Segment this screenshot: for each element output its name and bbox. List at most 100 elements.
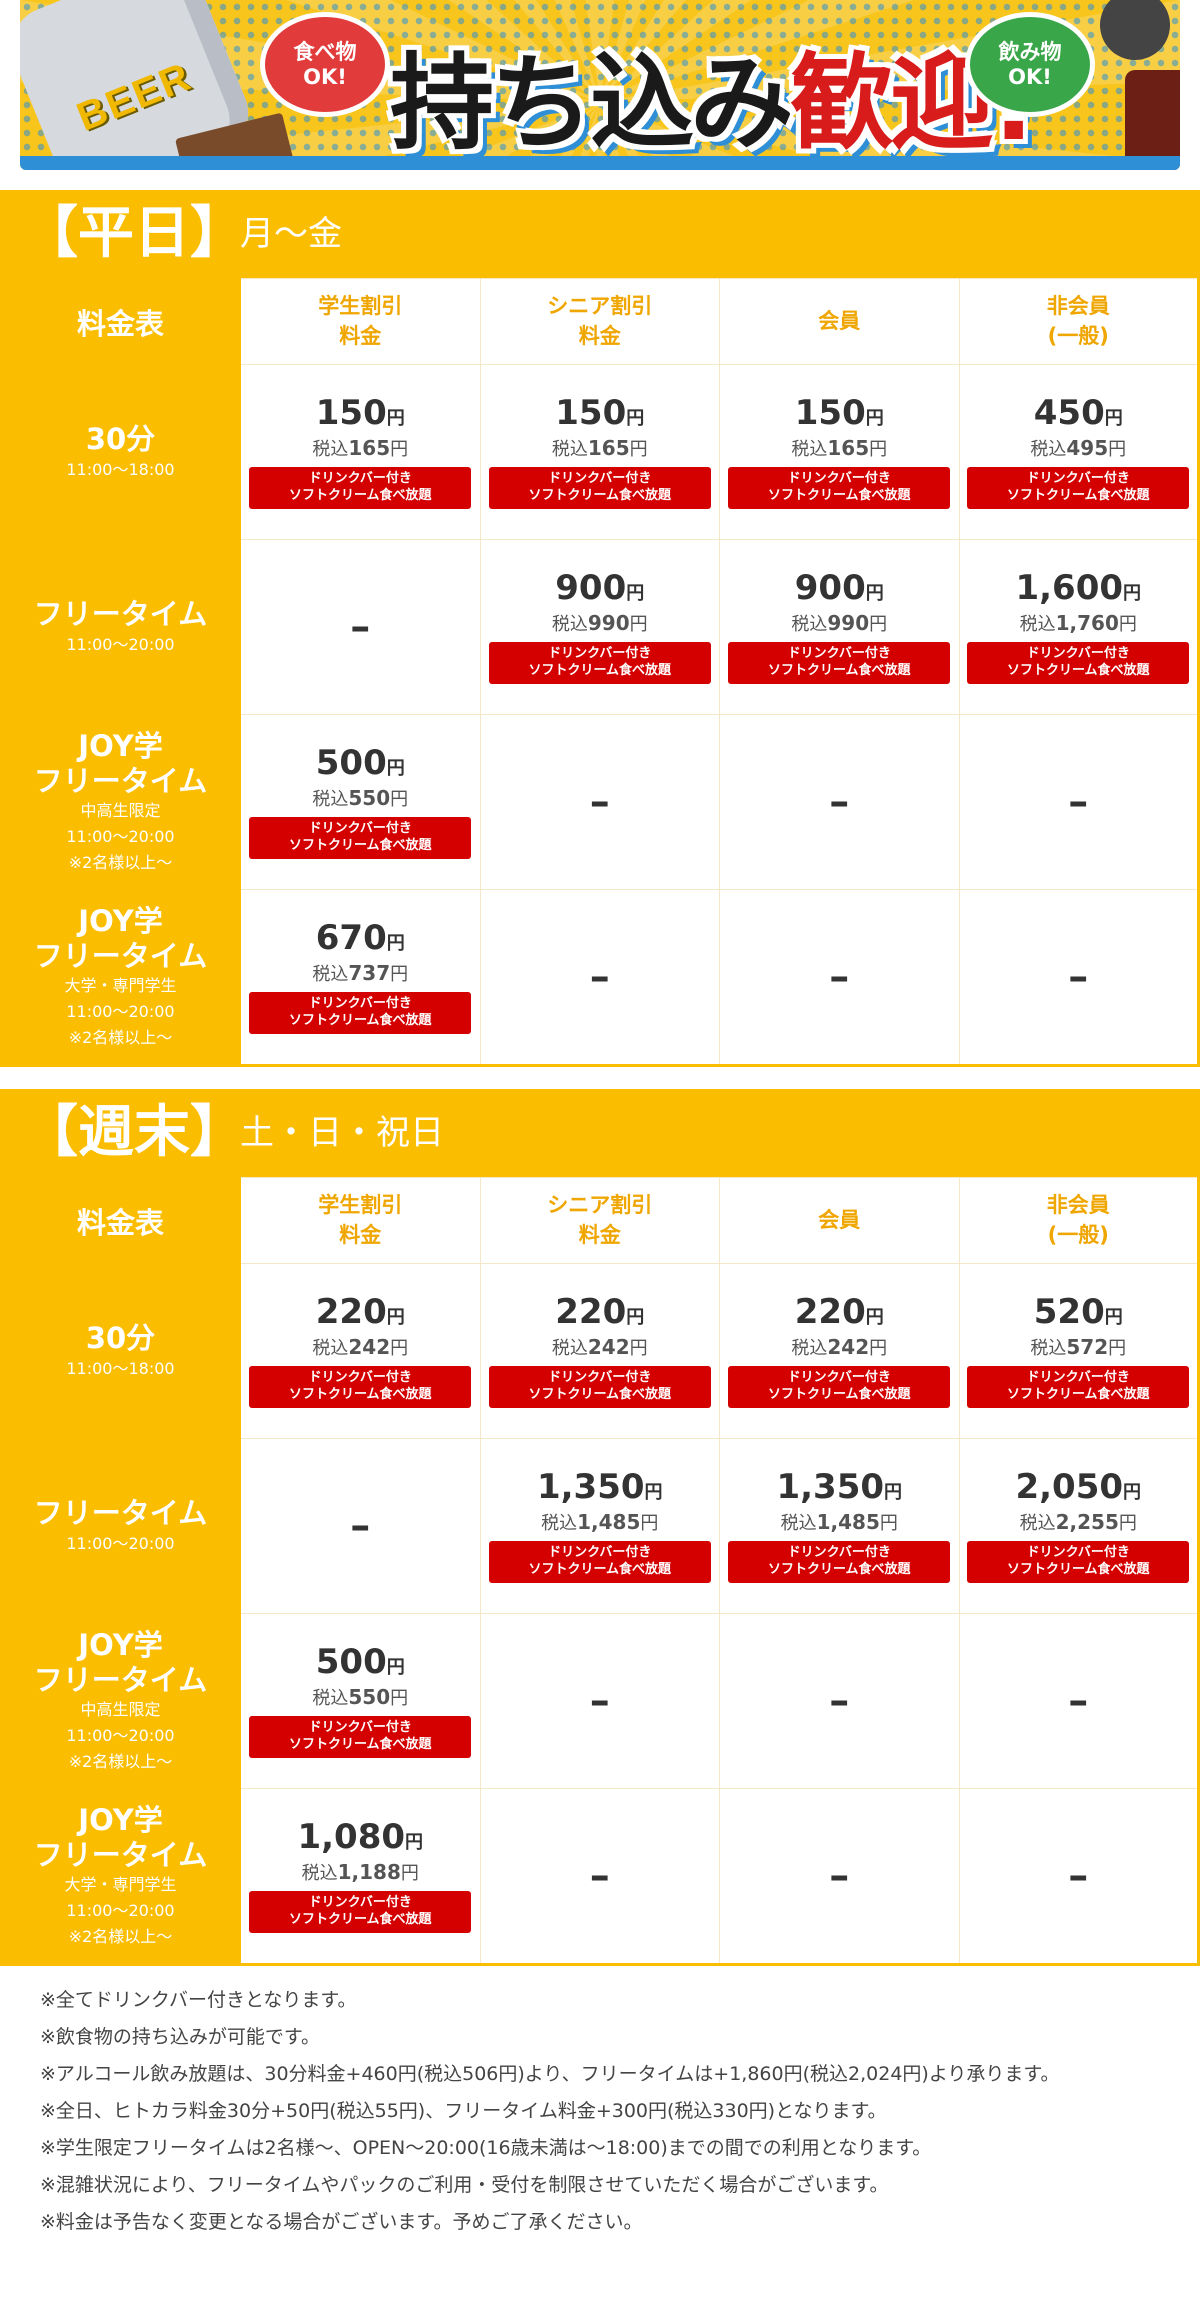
- table-row: フリータイム 11:00〜20:00–1,350円 税込1,485円 ドリンクバー付き…: [0, 1438, 1199, 1614]
- price-cell: –: [479, 889, 720, 1066]
- row-label-note: 大学・専門学生 11:00〜20:00 ※2名様以上〜: [64, 976, 177, 1047]
- tax-prefix: 税込: [551, 438, 588, 460]
- row-label-note: 11:00〜18:00: [66, 1358, 175, 1378]
- price-amount: 150円: [481, 395, 720, 432]
- price-cell: –: [719, 1788, 960, 1965]
- tax-prefix: 税込: [301, 1862, 338, 1884]
- price-tax-included: 税込1,188円: [241, 1859, 480, 1885]
- drinkbar-badge: ドリンクバー付き ソフトクリーム食べ放題: [967, 641, 1190, 684]
- tax-prefix: 税込: [312, 963, 349, 985]
- column-header-label: シニア割引 料金: [547, 294, 653, 348]
- drinkbar-badge: ドリンクバー付き ソフトクリーム食べ放題: [967, 1365, 1190, 1408]
- price-cell: –: [240, 1438, 481, 1614]
- price-amount: 450円: [960, 395, 1198, 432]
- drinkbar-badge: ドリンクバー付き ソフトクリーム食べ放題: [967, 1540, 1190, 1583]
- column-header: 非会員 (一般): [958, 278, 1199, 365]
- table-row: 30分 11:00〜18:00 150円 税込165円 ドリンクバー付き ソフトクリーム…: [0, 364, 1199, 540]
- tax-value: 550: [348, 785, 391, 810]
- price-tax-included: 税込1,485円: [481, 1509, 720, 1535]
- price-cell: –: [479, 1788, 720, 1965]
- price-value: 220: [555, 1292, 627, 1333]
- price-value: 220: [794, 1292, 866, 1333]
- tax-prefix: 税込: [780, 1512, 817, 1534]
- note-item: ※学生限定フリータイムは2名様〜、OPEN〜20:00(16歳未満は〜18:00…: [40, 2137, 932, 2159]
- column-header: シニア割引 料金: [479, 1177, 720, 1264]
- note-item: ※料金は予告なく変更となる場合がございます。予めご了承ください。: [40, 2211, 643, 2233]
- tax-value: 550: [348, 1684, 391, 1709]
- row-label: 30分 11:00〜18:00: [0, 364, 241, 540]
- tax-value: 242: [827, 1334, 870, 1359]
- price-value: 900: [555, 568, 627, 609]
- tax-prefix: 税込: [551, 1337, 588, 1359]
- yen-unit: 円: [865, 408, 884, 430]
- price-value: 150: [315, 393, 387, 434]
- table-row: JOY学 フリータイム 中高生限定 11:00〜20:00 ※2名様以上〜 500円…: [0, 1613, 1199, 1789]
- yen-unit: 円: [1118, 613, 1137, 635]
- row-label: 30分 11:00〜18:00: [0, 1263, 241, 1439]
- column-header: 会員: [719, 278, 960, 365]
- food-ok-bubble: 食べ物 OK!: [260, 12, 390, 117]
- price-cell: –: [958, 1788, 1199, 1965]
- price-table: 料金表 学生割引 料金 シニア割引 料金 会員 非会員 (一般) 30分 11:00〜18:…: [0, 1177, 1200, 1966]
- rate-table-label: 料金表: [0, 1177, 241, 1264]
- tax-prefix: 税込: [312, 438, 349, 460]
- drinkbar-badge: ドリンクバー付き ソフトクリーム食べ放題: [488, 641, 711, 684]
- price-cell: 150円 税込165円 ドリンクバー付き ソフトクリーム食べ放題: [479, 364, 720, 540]
- drinkbar-badge: ドリンクバー付き ソフトクリーム食べ放題: [249, 1365, 472, 1408]
- column-header-label: シニア割引 料金: [547, 1193, 653, 1247]
- tax-value: 737: [348, 960, 391, 985]
- yen-unit: 円: [869, 438, 888, 460]
- yen-unit: 円: [629, 613, 648, 635]
- yen-unit: 円: [640, 1512, 659, 1534]
- drinkbar-badge: ドリンクバー付き ソフトクリーム食べ放題: [488, 1540, 711, 1583]
- headline-text: 持ち込み: [390, 42, 794, 164]
- note-item: ※アルコール飲み放題は、30分料金+460円(税込506円)より、フリータイムは…: [40, 2063, 1060, 2085]
- row-label: JOY学 フリータイム 中高生限定 11:00〜20:00 ※2名様以上〜: [0, 1613, 241, 1789]
- yen-unit: 円: [386, 1657, 405, 1679]
- row-label-title: フリータイム: [33, 1495, 208, 1530]
- tax-value: 1,188: [337, 1859, 401, 1884]
- drinkbar-badge: ドリンクバー付き ソフトクリーム食べ放題: [488, 1365, 711, 1408]
- banner-headline: 持ち込み歓迎!: [390, 18, 1037, 169]
- row-label-title: JOY学 フリータイム: [33, 903, 208, 973]
- table-row: フリータイム 11:00〜20:00–900円 税込990円 ドリンクバー付き ソフト…: [0, 539, 1199, 715]
- yen-unit: 円: [626, 408, 645, 430]
- price-cell: 1,080円 税込1,188円 ドリンクバー付き ソフトクリーム食べ放題: [240, 1788, 481, 1965]
- price-amount: 500円: [241, 1644, 480, 1681]
- not-available-dash: –: [829, 1853, 850, 1899]
- price-tax-included: 税込1,485円: [720, 1509, 959, 1535]
- row-label-note: 中高生限定 11:00〜20:00 ※2名様以上〜: [66, 801, 175, 872]
- not-available-dash: –: [350, 604, 371, 650]
- price-cell: 500円 税込550円 ドリンクバー付き ソフトクリーム食べ放題: [240, 1613, 481, 1789]
- yen-unit: 円: [390, 963, 409, 985]
- tax-prefix: 税込: [1019, 1512, 1056, 1534]
- tax-prefix: 税込: [312, 788, 349, 810]
- price-table-header: 料金表 学生割引 料金 シニア割引 料金 会員 非会員 (一般): [0, 278, 1199, 365]
- price-cell: –: [958, 889, 1199, 1066]
- column-header-label: 非会員 (一般): [1046, 1193, 1110, 1247]
- column-header: 学生割引 料金: [240, 1177, 481, 1264]
- price-value: 220: [315, 1292, 387, 1333]
- price-cell: 220円 税込242円 ドリンクバー付き ソフトクリーム食べ放題: [479, 1263, 720, 1439]
- price-tax-included: 税込165円: [241, 435, 480, 461]
- row-label-note: 11:00〜20:00: [66, 1533, 175, 1553]
- yen-unit: 円: [386, 1307, 405, 1329]
- price-cell: –: [719, 714, 960, 890]
- tax-value: 1,485: [816, 1509, 880, 1534]
- yen-unit: 円: [884, 1482, 903, 1504]
- price-cell: –: [479, 1613, 720, 1789]
- yen-unit: 円: [869, 1337, 888, 1359]
- table-row: 30分 11:00〜18:00 220円 税込242円 ドリンクバー付き ソフトクリーム…: [0, 1263, 1199, 1439]
- tax-prefix: 税込: [312, 1337, 349, 1359]
- price-value: 2,050: [1015, 1467, 1124, 1508]
- not-available-dash: –: [350, 1503, 371, 1549]
- price-tax-included: 税込737円: [241, 960, 480, 986]
- price-cell: 220円 税込242円 ドリンクバー付き ソフトクリーム食べ放題: [240, 1263, 481, 1439]
- row-label-title: JOY学 フリータイム: [33, 728, 208, 798]
- not-available-dash: –: [589, 1678, 610, 1724]
- price-value: 450: [1033, 393, 1105, 434]
- price-value: 500: [315, 743, 387, 784]
- yen-unit: 円: [386, 408, 405, 430]
- yen-unit: 円: [644, 1482, 663, 1504]
- drinkbar-badge: ドリンクバー付き ソフトクリーム食べ放題: [728, 466, 951, 509]
